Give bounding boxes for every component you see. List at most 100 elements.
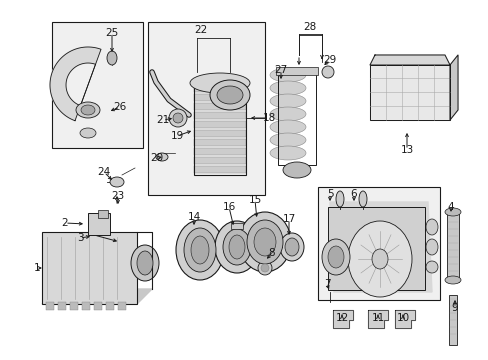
Ellipse shape [283, 162, 310, 178]
Polygon shape [394, 310, 414, 328]
Ellipse shape [269, 133, 305, 147]
Ellipse shape [425, 261, 437, 273]
Ellipse shape [335, 191, 343, 207]
Bar [278, 70, 315, 165]
Ellipse shape [269, 146, 305, 160]
Ellipse shape [253, 228, 275, 256]
Text: 11: 11 [370, 313, 384, 323]
Ellipse shape [258, 261, 271, 275]
Bar [42, 232, 137, 304]
Text: 18: 18 [262, 113, 275, 123]
Bar [194, 85, 245, 92]
Ellipse shape [156, 153, 168, 161]
Text: 10: 10 [396, 313, 409, 323]
Bar [194, 148, 245, 155]
Text: 28: 28 [303, 22, 316, 32]
Text: 2: 2 [61, 218, 68, 228]
Ellipse shape [444, 276, 460, 284]
Ellipse shape [285, 238, 298, 256]
Bar [327, 207, 424, 290]
Polygon shape [42, 289, 152, 304]
Ellipse shape [371, 249, 387, 269]
Bar [194, 94, 245, 101]
Text: 26: 26 [113, 102, 126, 112]
Polygon shape [449, 55, 457, 120]
Bar [106, 302, 114, 310]
Bar [194, 139, 245, 146]
Bar [58, 302, 66, 310]
Ellipse shape [173, 113, 183, 123]
Text: 7: 7 [323, 279, 329, 289]
Ellipse shape [110, 177, 124, 187]
Text: 21: 21 [156, 115, 169, 125]
Ellipse shape [239, 212, 290, 272]
Text: 15: 15 [248, 195, 261, 205]
Polygon shape [369, 55, 449, 65]
Text: 24: 24 [97, 167, 110, 177]
Ellipse shape [228, 235, 244, 259]
Text: 25: 25 [105, 28, 119, 38]
Bar [88, 213, 110, 235]
Text: 16: 16 [222, 202, 235, 212]
Text: 6: 6 [350, 189, 357, 199]
Ellipse shape [321, 66, 333, 78]
Polygon shape [369, 65, 449, 120]
Text: 14: 14 [187, 212, 200, 222]
Polygon shape [367, 310, 387, 328]
Ellipse shape [190, 73, 249, 93]
Ellipse shape [81, 105, 95, 115]
Text: 4: 4 [447, 202, 453, 212]
Text: 20: 20 [150, 153, 163, 163]
Ellipse shape [246, 220, 283, 264]
Ellipse shape [327, 246, 343, 268]
Text: 17: 17 [282, 214, 295, 224]
Bar [275, 67, 317, 75]
Text: 13: 13 [400, 145, 413, 155]
Polygon shape [332, 310, 352, 328]
Bar [94, 302, 102, 310]
Bar [194, 166, 245, 173]
Bar [148, 22, 264, 195]
Ellipse shape [137, 251, 153, 275]
Text: 1: 1 [34, 263, 40, 273]
Ellipse shape [217, 86, 243, 104]
Text: 9: 9 [451, 303, 457, 313]
Text: 8: 8 [268, 248, 275, 258]
Bar [194, 103, 245, 110]
Ellipse shape [425, 219, 437, 235]
Bar [194, 157, 245, 164]
Bar [194, 85, 245, 175]
Ellipse shape [425, 239, 437, 255]
Ellipse shape [169, 109, 186, 127]
Ellipse shape [269, 94, 305, 108]
Polygon shape [50, 47, 101, 121]
Bar [52, 22, 142, 148]
Bar [448, 295, 456, 345]
Text: 19: 19 [170, 131, 183, 141]
Ellipse shape [269, 120, 305, 134]
Ellipse shape [269, 107, 305, 121]
Bar [118, 302, 126, 310]
Text: 29: 29 [323, 55, 336, 65]
Bar [98, 210, 108, 218]
Ellipse shape [358, 191, 366, 207]
Ellipse shape [107, 51, 117, 65]
Bar [230, 223, 243, 229]
Text: 22: 22 [194, 25, 207, 35]
Bar [194, 112, 245, 119]
Ellipse shape [215, 221, 259, 273]
Text: 12: 12 [335, 313, 348, 323]
Ellipse shape [444, 208, 460, 216]
Bar [369, 65, 449, 120]
Ellipse shape [191, 236, 208, 264]
Text: 23: 23 [111, 191, 124, 201]
Ellipse shape [321, 239, 349, 275]
Ellipse shape [176, 220, 224, 280]
Bar [82, 302, 90, 310]
Ellipse shape [269, 81, 305, 95]
Ellipse shape [280, 233, 304, 261]
Ellipse shape [131, 245, 159, 281]
Ellipse shape [269, 68, 305, 82]
Text: 27: 27 [274, 65, 287, 75]
Bar [46, 302, 54, 310]
